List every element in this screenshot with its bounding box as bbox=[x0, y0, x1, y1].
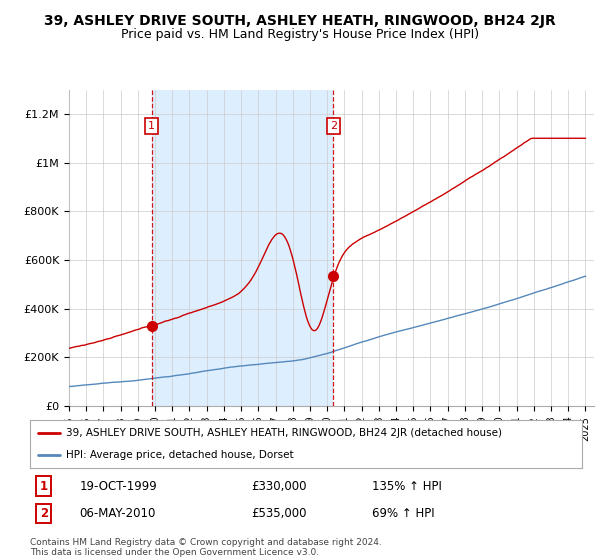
Text: 69% ↑ HPI: 69% ↑ HPI bbox=[372, 507, 435, 520]
Text: 39, ASHLEY DRIVE SOUTH, ASHLEY HEATH, RINGWOOD, BH24 2JR (detached house): 39, ASHLEY DRIVE SOUTH, ASHLEY HEATH, RI… bbox=[66, 428, 502, 438]
Text: Contains HM Land Registry data © Crown copyright and database right 2024.
This d: Contains HM Land Registry data © Crown c… bbox=[30, 538, 382, 557]
Text: 1: 1 bbox=[148, 121, 155, 131]
Text: 19-OCT-1999: 19-OCT-1999 bbox=[80, 480, 157, 493]
Text: Price paid vs. HM Land Registry's House Price Index (HPI): Price paid vs. HM Land Registry's House … bbox=[121, 28, 479, 41]
Text: HPI: Average price, detached house, Dorset: HPI: Average price, detached house, Dors… bbox=[66, 450, 293, 460]
Text: 06-MAY-2010: 06-MAY-2010 bbox=[80, 507, 156, 520]
Text: £535,000: £535,000 bbox=[251, 507, 307, 520]
Bar bbox=[152, 90, 333, 406]
Text: 2: 2 bbox=[329, 121, 337, 131]
Text: 1: 1 bbox=[40, 480, 48, 493]
Text: 2: 2 bbox=[40, 507, 48, 520]
Text: 135% ↑ HPI: 135% ↑ HPI bbox=[372, 480, 442, 493]
Text: 39, ASHLEY DRIVE SOUTH, ASHLEY HEATH, RINGWOOD, BH24 2JR: 39, ASHLEY DRIVE SOUTH, ASHLEY HEATH, RI… bbox=[44, 14, 556, 28]
Text: £330,000: £330,000 bbox=[251, 480, 307, 493]
